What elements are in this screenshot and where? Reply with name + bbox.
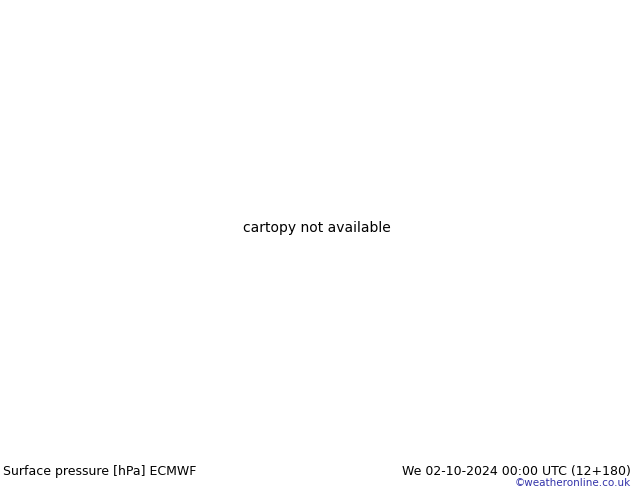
Text: cartopy not available: cartopy not available (243, 221, 391, 235)
Text: ©weatheronline.co.uk: ©weatheronline.co.uk (515, 478, 631, 489)
Text: Surface pressure [hPa] ECMWF: Surface pressure [hPa] ECMWF (3, 465, 197, 478)
Text: We 02-10-2024 00:00 UTC (12+180): We 02-10-2024 00:00 UTC (12+180) (402, 465, 631, 478)
